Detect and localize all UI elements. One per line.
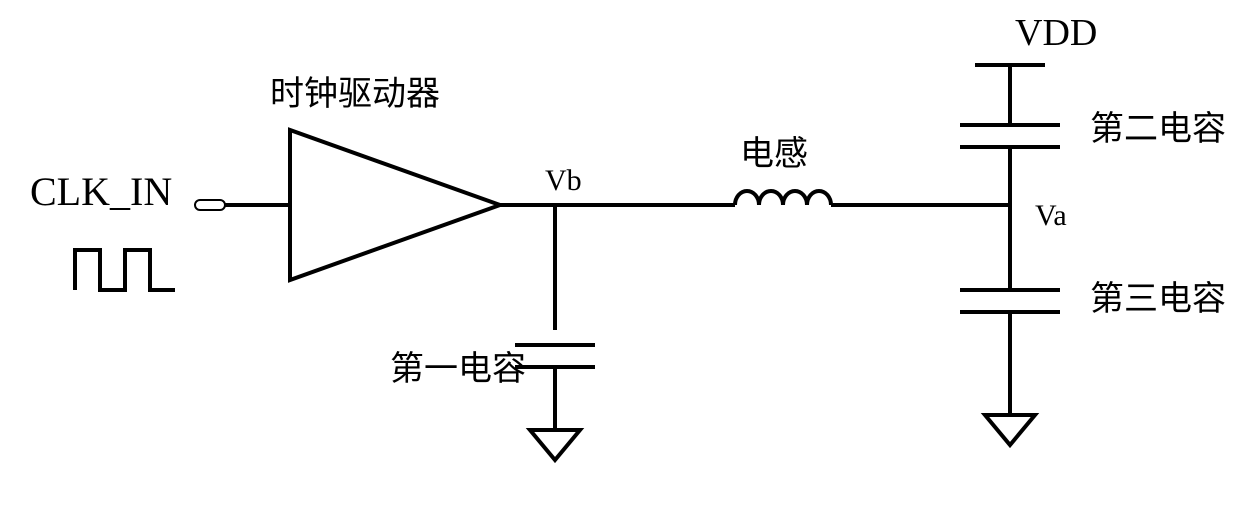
vb-label: Vb xyxy=(545,164,582,197)
c3-label: 第三电容 xyxy=(1090,280,1226,318)
driver-label: 时钟驱动器 xyxy=(270,76,440,113)
va-label: Va xyxy=(1035,199,1067,232)
inductor-label: 电感 xyxy=(740,135,808,173)
clock-driver-icon xyxy=(290,130,500,280)
c2-label: 第二电容 xyxy=(1090,110,1226,148)
clk_in-label: CLK_IN xyxy=(30,169,172,214)
gnd2-icon xyxy=(985,415,1035,445)
gnd1-icon xyxy=(530,430,580,460)
vdd-label: VDD xyxy=(1015,12,1097,54)
clk-waveform-icon xyxy=(75,250,175,290)
inductor-icon xyxy=(735,191,831,205)
clk-in-port xyxy=(195,200,225,210)
c1-label: 第一电容 xyxy=(390,350,526,388)
